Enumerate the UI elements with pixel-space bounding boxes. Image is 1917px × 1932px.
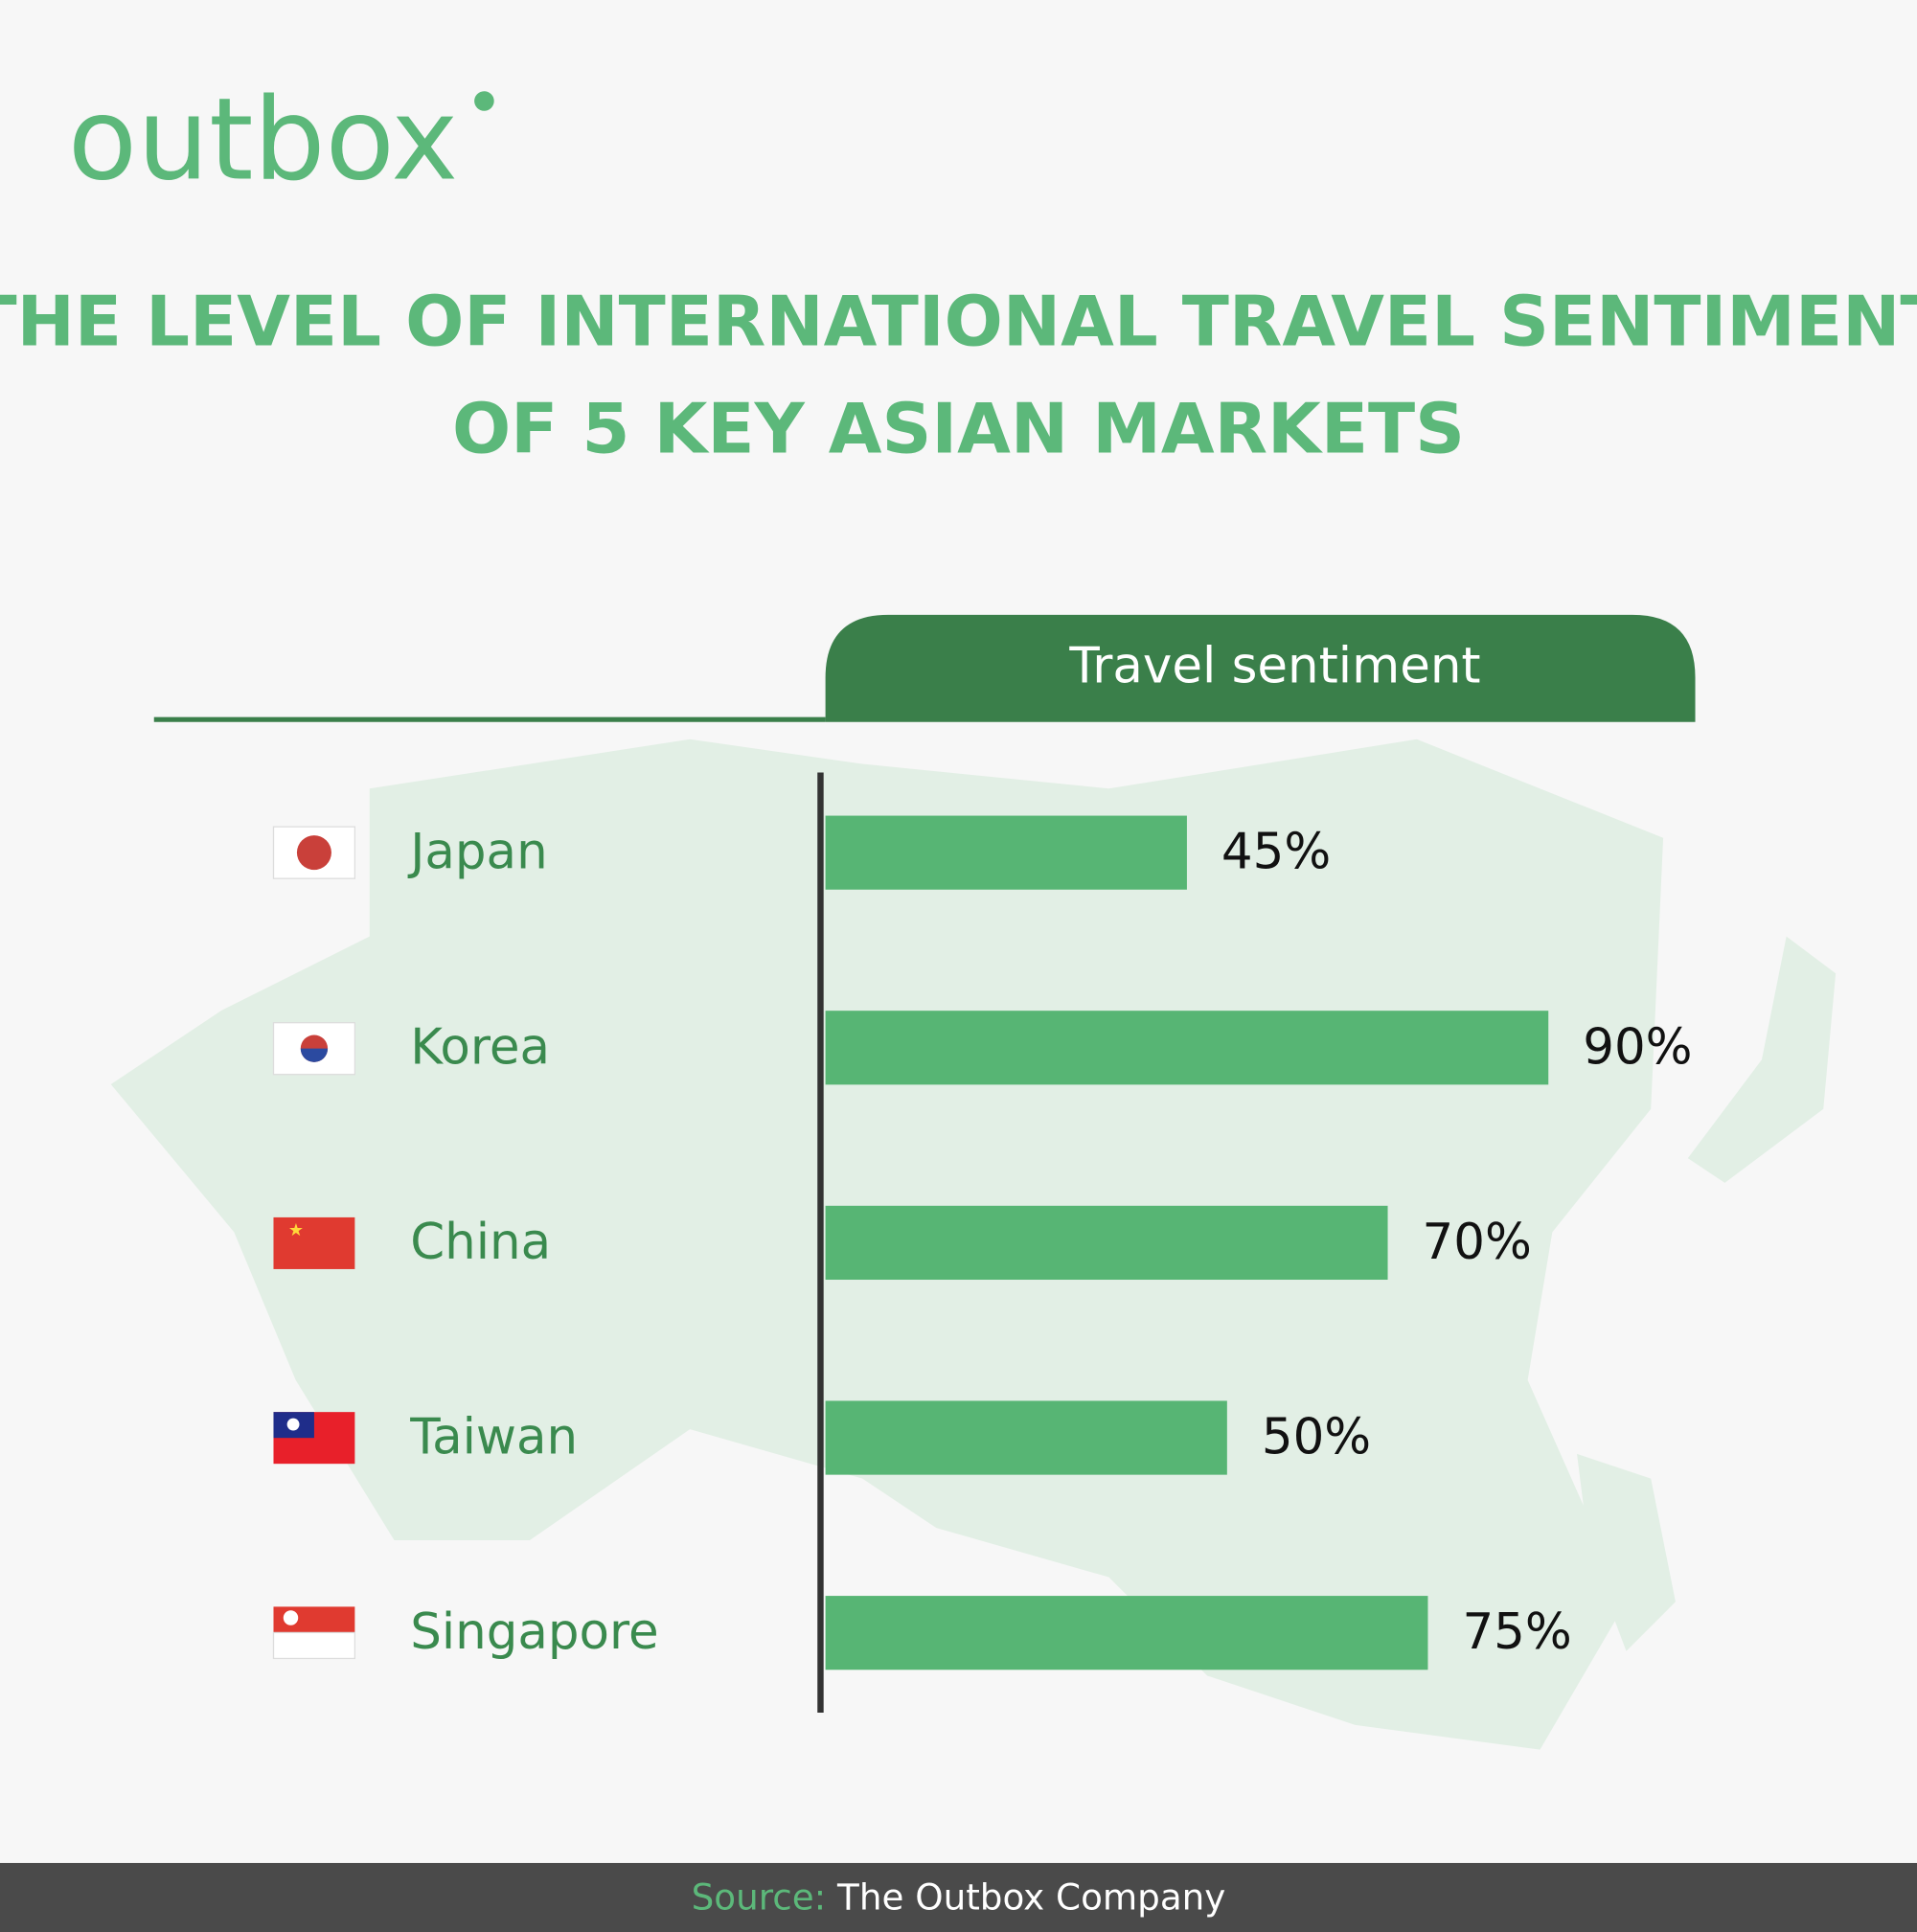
- value-label: 70%: [1423, 1214, 1532, 1271]
- flag-taiwan: [273, 1412, 355, 1465]
- brand-logo: outbox: [68, 74, 459, 206]
- category-label: China: [410, 1214, 551, 1271]
- bar: [825, 1011, 1549, 1085]
- flag-japan: [272, 826, 356, 879]
- header-tab: [825, 614, 1696, 722]
- value-label: 45%: [1221, 824, 1331, 881]
- header-label: Travel sentiment: [1068, 637, 1480, 694]
- flag-korea: [272, 1022, 356, 1076]
- bar: [825, 815, 1187, 890]
- category-label: Japan: [407, 824, 547, 881]
- chart-title: OF 5 KEY ASIAN MARKETS: [452, 388, 1465, 468]
- flag-singapore: [272, 1606, 356, 1660]
- brand-dot: [474, 91, 494, 111]
- chart-title: THE LEVEL OF INTERNATIONAL TRAVEL SENTIM…: [0, 281, 1917, 361]
- value-label: 90%: [1583, 1018, 1692, 1076]
- bar: [825, 1596, 1428, 1671]
- bar: [825, 1205, 1388, 1281]
- flag-china: ★: [273, 1216, 355, 1269]
- footer-label: Source:: [692, 1875, 827, 1918]
- footer-text: The Outbox Company: [836, 1875, 1225, 1918]
- flags: ★: [272, 826, 356, 1660]
- bar: [825, 1400, 1227, 1475]
- category-label: Singapore: [410, 1603, 658, 1661]
- value-label: 75%: [1462, 1603, 1571, 1661]
- value-label: 50%: [1262, 1409, 1371, 1466]
- footer-bar: [0, 1862, 1917, 1932]
- category-label: Korea: [410, 1018, 550, 1076]
- category-label: Taiwan: [409, 1409, 578, 1466]
- svg-text:★: ★: [288, 1220, 304, 1240]
- footer-source: Source: The Outbox Company: [692, 1875, 1226, 1918]
- map-shape: [1577, 1453, 1676, 1651]
